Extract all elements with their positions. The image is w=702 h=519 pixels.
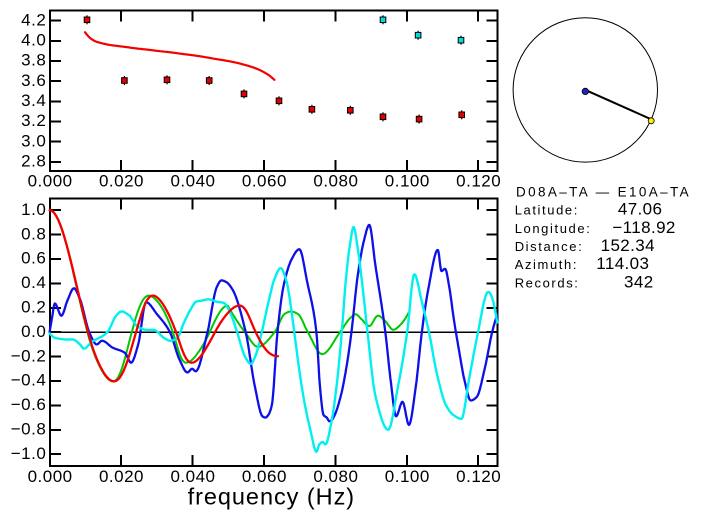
svg-text:0.060: 0.060	[242, 172, 287, 191]
svg-text:3.6: 3.6	[21, 71, 46, 90]
svg-text:−118.92: −118.92	[612, 218, 675, 237]
svg-text:−0.4: −0.4	[11, 371, 47, 390]
svg-text:0.080: 0.080	[313, 172, 358, 191]
svg-text:0.060: 0.060	[242, 467, 287, 486]
svg-text:0.120: 0.120	[456, 467, 501, 486]
svg-text:0.020: 0.020	[99, 467, 144, 486]
svg-text:0.000: 0.000	[28, 467, 73, 486]
svg-text:47.06: 47.06	[618, 199, 663, 218]
svg-text:−0.6: −0.6	[11, 395, 47, 414]
svg-text:0.120: 0.120	[456, 172, 501, 191]
svg-text:2.8: 2.8	[21, 152, 46, 171]
svg-text:0.100: 0.100	[385, 172, 430, 191]
svg-text:Records:: Records:	[515, 275, 580, 290]
svg-text:frequency (Hz): frequency (Hz)	[188, 483, 355, 509]
svg-text:1.0: 1.0	[21, 200, 46, 219]
svg-text:3.8: 3.8	[21, 51, 46, 70]
svg-text:−0.2: −0.2	[11, 346, 47, 365]
svg-text:D08A–TA — E10A–TA: D08A–TA — E10A–TA	[516, 185, 690, 200]
svg-text:0.4: 0.4	[21, 273, 46, 292]
svg-text:0.0: 0.0	[21, 322, 46, 341]
svg-text:0.8: 0.8	[21, 224, 46, 243]
svg-text:0.6: 0.6	[21, 249, 46, 268]
svg-text:Longitude:: Longitude:	[515, 221, 592, 236]
svg-text:0.020: 0.020	[99, 172, 144, 191]
svg-text:0.000: 0.000	[28, 172, 73, 191]
svg-text:4.0: 4.0	[21, 31, 46, 50]
svg-text:4.2: 4.2	[21, 10, 46, 29]
svg-text:3.4: 3.4	[21, 91, 46, 110]
svg-text:Distance:: Distance:	[515, 239, 584, 254]
svg-text:0.040: 0.040	[170, 467, 215, 486]
svg-text:3.0: 3.0	[21, 131, 46, 150]
svg-text:0.080: 0.080	[313, 467, 358, 486]
svg-text:Latitude:: Latitude:	[515, 202, 579, 217]
svg-text:0.100: 0.100	[385, 467, 430, 486]
svg-text:152.34: 152.34	[601, 236, 655, 255]
svg-text:3.2: 3.2	[21, 111, 46, 130]
svg-text:−0.8: −0.8	[11, 420, 47, 439]
svg-text:0.2: 0.2	[21, 298, 46, 317]
svg-text:−1.0: −1.0	[11, 444, 47, 463]
svg-text:0.040: 0.040	[170, 172, 215, 191]
svg-text:114.03: 114.03	[596, 254, 649, 273]
svg-text:Azimuth:: Azimuth:	[515, 257, 578, 272]
svg-text:342: 342	[624, 272, 654, 291]
